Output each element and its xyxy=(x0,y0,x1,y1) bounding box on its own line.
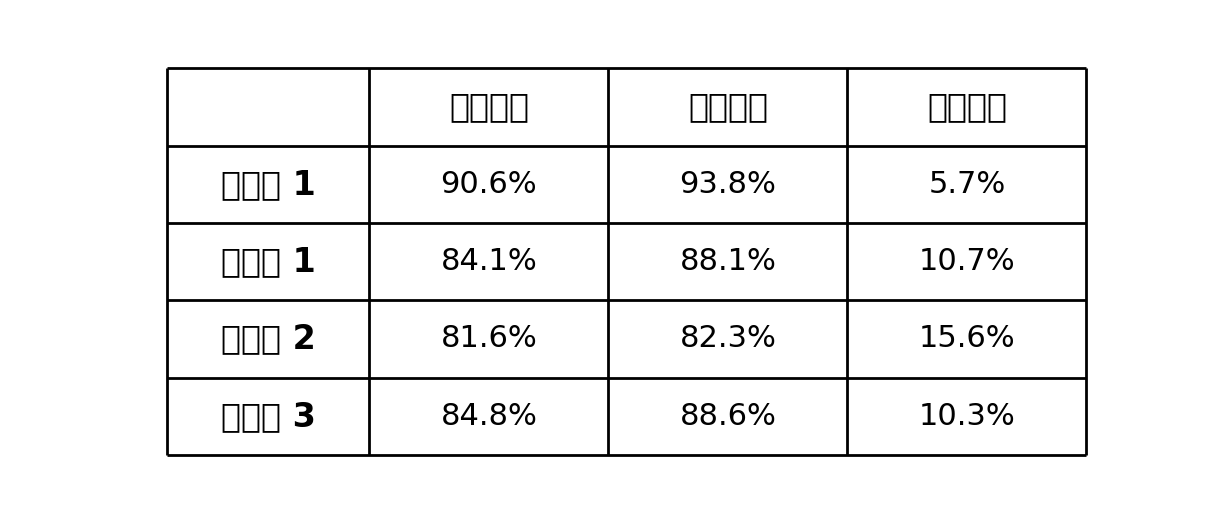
Text: 对比例 3: 对比例 3 xyxy=(221,400,316,433)
Text: 84.1%: 84.1% xyxy=(440,247,537,276)
Text: 金属化率: 金属化率 xyxy=(449,90,528,123)
Text: 84.8%: 84.8% xyxy=(440,402,537,431)
Text: 焉油产率: 焉油产率 xyxy=(927,90,1007,123)
Text: 实施例 1: 实施例 1 xyxy=(221,168,316,200)
Text: 10.3%: 10.3% xyxy=(918,402,1015,431)
Text: 15.6%: 15.6% xyxy=(918,324,1015,353)
Text: 5.7%: 5.7% xyxy=(928,170,1005,199)
Text: 81.6%: 81.6% xyxy=(440,324,537,353)
Text: 对比例 1: 对比例 1 xyxy=(221,245,316,278)
Text: 88.1%: 88.1% xyxy=(680,247,777,276)
Text: 82.3%: 82.3% xyxy=(680,324,777,353)
Text: 气化产率: 气化产率 xyxy=(687,90,768,123)
Text: 对比例 2: 对比例 2 xyxy=(221,323,316,355)
Text: 10.7%: 10.7% xyxy=(918,247,1015,276)
Text: 93.8%: 93.8% xyxy=(680,170,777,199)
Text: 88.6%: 88.6% xyxy=(680,402,777,431)
Text: 90.6%: 90.6% xyxy=(440,170,537,199)
